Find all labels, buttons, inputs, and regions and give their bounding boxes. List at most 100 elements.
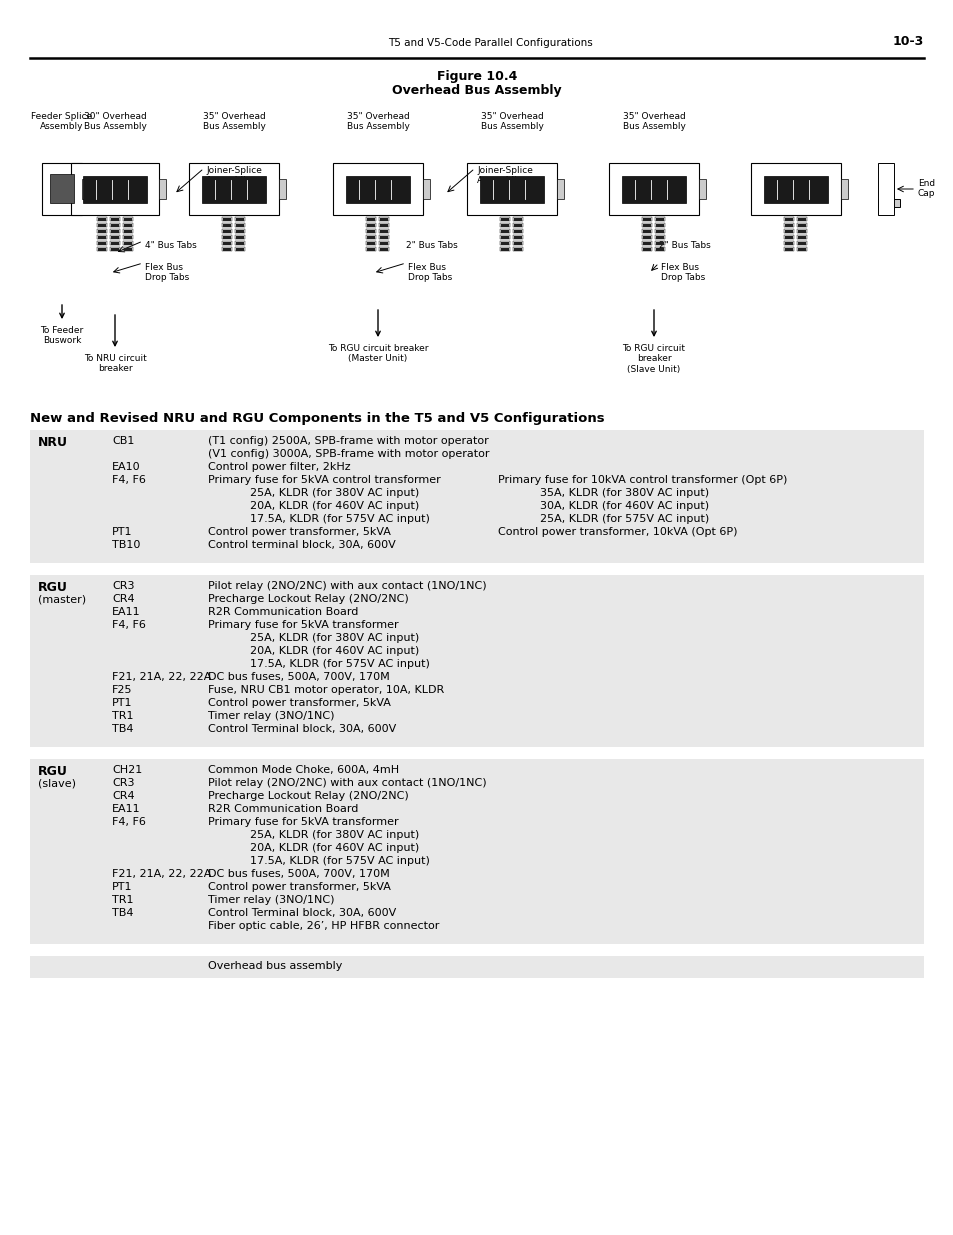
Bar bbox=[97, 228, 107, 233]
Bar bbox=[798, 230, 805, 232]
Bar bbox=[380, 217, 388, 221]
Text: 35" Overhead
Bus Assembly: 35" Overhead Bus Assembly bbox=[480, 112, 543, 131]
Text: Control Terminal block, 30A, 600V: Control Terminal block, 30A, 600V bbox=[208, 908, 395, 918]
Bar bbox=[110, 235, 120, 240]
Bar bbox=[30, 956, 923, 978]
Text: Flex Bus
Drop Tabs: Flex Bus Drop Tabs bbox=[408, 263, 452, 283]
Bar bbox=[98, 230, 106, 232]
Text: CR4: CR4 bbox=[112, 790, 134, 802]
Bar bbox=[30, 760, 923, 944]
Bar bbox=[380, 236, 388, 238]
Bar bbox=[123, 224, 132, 227]
Bar bbox=[501, 247, 509, 251]
Bar bbox=[379, 224, 389, 227]
Bar bbox=[699, 179, 705, 199]
Text: Figure 10.4: Figure 10.4 bbox=[436, 70, 517, 83]
Bar bbox=[223, 230, 232, 232]
Text: CR3: CR3 bbox=[112, 580, 134, 592]
Bar bbox=[798, 242, 805, 245]
Bar bbox=[643, 224, 651, 226]
Bar bbox=[222, 224, 233, 227]
Bar bbox=[380, 230, 388, 232]
Bar bbox=[367, 236, 375, 238]
Text: Control power transformer, 5kVA: Control power transformer, 5kVA bbox=[208, 882, 391, 892]
Bar bbox=[111, 247, 119, 251]
Bar bbox=[783, 228, 794, 233]
Text: RGU: RGU bbox=[38, 580, 68, 594]
Bar bbox=[643, 230, 651, 232]
Text: CR4: CR4 bbox=[112, 594, 134, 604]
Text: Feeder Splice
Assembly: Feeder Splice Assembly bbox=[31, 112, 92, 131]
Bar bbox=[500, 228, 510, 233]
Bar bbox=[97, 235, 107, 240]
Text: 30A, KLDR (for 460V AC input): 30A, KLDR (for 460V AC input) bbox=[497, 501, 708, 511]
Text: Overhead Bus Assembly: Overhead Bus Assembly bbox=[392, 84, 561, 98]
Bar bbox=[380, 224, 388, 226]
Bar bbox=[501, 242, 509, 245]
Text: Control Terminal block, 30A, 600V: Control Terminal block, 30A, 600V bbox=[208, 724, 395, 734]
Bar bbox=[379, 247, 389, 251]
Bar bbox=[380, 247, 388, 251]
Bar bbox=[643, 242, 651, 245]
Text: Control terminal block, 30A, 600V: Control terminal block, 30A, 600V bbox=[208, 540, 395, 550]
Bar bbox=[797, 247, 806, 251]
Bar bbox=[98, 217, 106, 221]
Bar bbox=[513, 228, 523, 233]
Bar bbox=[236, 230, 244, 232]
Bar bbox=[655, 224, 665, 227]
Text: TB4: TB4 bbox=[112, 724, 133, 734]
Bar bbox=[784, 224, 793, 226]
Text: PT1: PT1 bbox=[112, 527, 132, 537]
Bar bbox=[366, 228, 376, 233]
Bar bbox=[235, 241, 245, 245]
Bar bbox=[641, 224, 652, 227]
Bar bbox=[111, 242, 119, 245]
Bar bbox=[278, 179, 286, 199]
Bar bbox=[656, 217, 664, 221]
Bar bbox=[380, 242, 388, 245]
Bar bbox=[333, 163, 422, 215]
Bar bbox=[223, 236, 232, 238]
Text: DC bus fuses, 500A, 700V, 170M: DC bus fuses, 500A, 700V, 170M bbox=[208, 672, 390, 682]
Bar bbox=[345, 177, 410, 203]
Bar bbox=[608, 163, 699, 215]
Text: Control power transformer, 5kVA: Control power transformer, 5kVA bbox=[208, 698, 391, 708]
Bar bbox=[30, 430, 923, 563]
Bar bbox=[501, 217, 509, 221]
Bar bbox=[123, 241, 132, 245]
Text: F21, 21A, 22, 22A: F21, 21A, 22, 22A bbox=[112, 672, 212, 682]
Text: (slave): (slave) bbox=[38, 779, 76, 789]
Text: Timer relay (3NO/1NC): Timer relay (3NO/1NC) bbox=[208, 895, 335, 905]
Bar bbox=[223, 242, 232, 245]
Bar bbox=[110, 217, 120, 221]
Bar bbox=[655, 228, 665, 233]
Text: 25A, KLDR (for 380V AC input): 25A, KLDR (for 380V AC input) bbox=[208, 488, 418, 498]
Bar bbox=[784, 242, 793, 245]
Bar bbox=[500, 241, 510, 245]
Bar bbox=[783, 235, 794, 240]
Bar bbox=[641, 241, 652, 245]
Bar bbox=[422, 179, 430, 199]
Bar bbox=[656, 230, 664, 232]
Text: R2R Communication Board: R2R Communication Board bbox=[208, 606, 358, 618]
Bar bbox=[762, 177, 827, 203]
Bar bbox=[643, 217, 651, 221]
Bar bbox=[655, 241, 665, 245]
Bar bbox=[222, 235, 233, 240]
Bar bbox=[514, 236, 522, 238]
Bar bbox=[222, 217, 233, 221]
Bar bbox=[784, 236, 793, 238]
Bar bbox=[236, 236, 244, 238]
Text: 2" Bus Tabs: 2" Bus Tabs bbox=[659, 241, 710, 249]
Bar bbox=[783, 241, 794, 245]
Bar bbox=[479, 177, 544, 203]
Text: R2R Communication Board: R2R Communication Board bbox=[208, 804, 358, 814]
Bar bbox=[797, 224, 806, 227]
Bar bbox=[82, 179, 89, 199]
Bar bbox=[655, 235, 665, 240]
Text: CB1: CB1 bbox=[112, 436, 134, 446]
Bar bbox=[124, 236, 132, 238]
Bar bbox=[97, 224, 107, 227]
Bar bbox=[798, 224, 805, 226]
Text: Precharge Lockout Relay (2NO/2NC): Precharge Lockout Relay (2NO/2NC) bbox=[208, 594, 408, 604]
